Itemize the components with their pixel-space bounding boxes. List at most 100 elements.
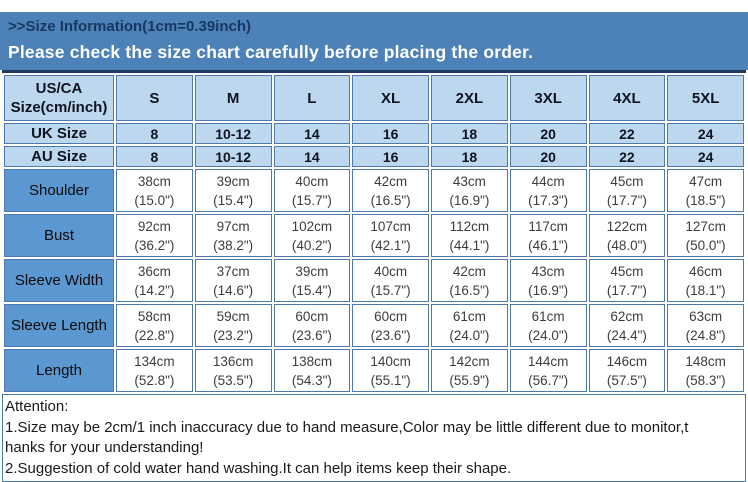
measurement-inch: (22.8") [134, 327, 175, 343]
measurement-cm: 97cm [216, 218, 250, 234]
measurement-inch: (40.2") [291, 237, 332, 253]
measurement-value-cell: 144cm (56.7") [509, 349, 587, 392]
measurement-inch: (58.3") [685, 372, 726, 388]
measurement-value-cell: 138cm (54.3") [273, 349, 351, 392]
measurement-cm: 92cm [137, 218, 171, 234]
measurement-cm: 144cm [527, 353, 569, 369]
measurement-cm: 122cm [606, 218, 648, 234]
size-header-4xl: 4XL [588, 75, 666, 121]
measurement-row: Sleeve Width 36cm (14.2") 37cm (14.6") 39cm (1… [4, 259, 744, 302]
measurement-inch: (15.0") [134, 192, 175, 208]
measurement-cm: 37cm [216, 263, 250, 279]
measurement-cm: 138cm [291, 353, 333, 369]
measurement-inch: (38.2") [213, 237, 254, 253]
size-info-banner: >>Size Information(1cm=0.39inch) Please … [0, 12, 748, 70]
measurement-value-cell: 136cm (53.5") [194, 349, 272, 392]
measurement-value-cell: 39cm (15.4") [194, 169, 272, 212]
measurement-value-cell: 38cm (15.0") [116, 169, 193, 212]
measurement-cm: 44cm [531, 173, 565, 189]
measurement-cm: 140cm [370, 353, 411, 369]
measurement-cm: 43cm [531, 263, 565, 279]
measurement-cm: 47cm [689, 173, 723, 189]
measurement-label: Bust [4, 214, 114, 257]
measurement-cm: 39cm [216, 173, 250, 189]
measurement-inch: (16.9") [449, 192, 490, 208]
attention-box: Attention: 1.Size may be 2cm/1 inch inacc… [2, 394, 746, 482]
measurement-value-cell: 112cm (44.1") [431, 214, 508, 257]
measurement-cm: 60cm [374, 308, 408, 324]
measurement-inch: (55.1") [370, 372, 411, 388]
measurement-inch: (53.5") [213, 372, 254, 388]
measurement-inch: (24.4") [606, 327, 647, 343]
measurement-value-cell: 61cm (24.0") [509, 304, 587, 347]
measurement-cm: 127cm [685, 218, 726, 234]
measurement-value-cell: 47cm (18.5") [667, 169, 744, 212]
measurement-inch: (23.2") [213, 327, 254, 343]
measurement-label: Shoulder [4, 169, 114, 212]
measurement-cm: 40cm [295, 173, 329, 189]
size-chart-body: UK Size 8 10-12 14 16 18 20 22 24 AU Size 8 10-12 14… [4, 123, 744, 392]
measurement-value-cell: 45cm (17.7") [588, 259, 666, 302]
measurement-cm: 136cm [212, 353, 254, 369]
measurement-value-cell: 44cm (17.3") [509, 169, 587, 212]
measurement-value-cell: 60cm (23.6") [352, 304, 429, 347]
region-size-value: 10-12 [194, 123, 272, 144]
measurement-inch: (14.2") [134, 282, 175, 298]
region-size-value: 14 [273, 123, 351, 144]
measurement-inch: (17.7") [606, 282, 647, 298]
measurement-inch: (17.7") [606, 192, 647, 208]
measurement-inch: (56.7") [528, 372, 569, 388]
measurement-inch: (24.8") [685, 327, 726, 343]
measurement-inch: (54.3") [291, 372, 332, 388]
size-header-2xl: 2XL [431, 75, 508, 121]
measurement-value-cell: 127cm (50.0") [667, 214, 744, 257]
measurement-row: Shoulder 38cm (15.0") 39cm (15.4") 40cm (15.7"… [4, 169, 744, 212]
measurement-cm: 112cm [449, 218, 490, 234]
measurement-value-cell: 122cm (48.0") [588, 214, 666, 257]
measurement-inch: (52.8") [134, 372, 175, 388]
size-header-s: S [116, 75, 193, 121]
measurement-inch: (48.0") [606, 237, 647, 253]
measurement-cm: 61cm [452, 308, 486, 324]
measurement-inch: (18.1") [685, 282, 726, 298]
measurement-value-cell: 40cm (15.7") [352, 259, 429, 302]
measurement-inch: (16.9") [528, 282, 569, 298]
measurement-inch: (17.3") [528, 192, 569, 208]
measurement-cm: 146cm [606, 353, 648, 369]
region-size-row: UK Size 8 10-12 14 16 18 20 22 24 [4, 123, 744, 144]
measurement-inch: (44.1") [449, 237, 490, 253]
measurement-value-cell: 45cm (17.7") [588, 169, 666, 212]
measurement-cm: 117cm [528, 218, 568, 234]
measurement-inch: (50.0") [685, 237, 726, 253]
measurement-inch: (15.7") [291, 192, 332, 208]
size-header-row: US/CA Size(cm/inch) S M L XL 2XL 3XL 4XL 5XL [4, 75, 744, 121]
measurement-label: Sleeve Length [4, 304, 114, 347]
measurement-cm: 45cm [610, 263, 644, 279]
measurement-cm: 42cm [452, 263, 486, 279]
measurement-inch: (55.9") [449, 372, 490, 388]
measurement-label: Sleeve Width [4, 259, 114, 302]
measurement-value-cell: 63cm (24.8") [667, 304, 744, 347]
region-size-value: 22 [588, 146, 666, 167]
region-size-value: 24 [667, 123, 744, 144]
measurement-inch: (16.5") [370, 192, 411, 208]
measurement-cm: 42cm [374, 173, 408, 189]
measurement-value-cell: 107cm (42.1") [352, 214, 429, 257]
measurement-inch: (23.6") [370, 327, 411, 343]
measurement-value-cell: 61cm (24.0") [431, 304, 508, 347]
region-size-value: 8 [116, 123, 193, 144]
measurement-cm: 60cm [295, 308, 329, 324]
size-header-3xl: 3XL [509, 75, 587, 121]
measurement-value-cell: 43cm (16.9") [431, 169, 508, 212]
measurement-cm: 134cm [134, 353, 175, 369]
measurement-value-cell: 36cm (14.2") [116, 259, 193, 302]
region-size-label: AU Size [4, 146, 114, 167]
measurement-value-cell: 97cm (38.2") [194, 214, 272, 257]
measurement-value-cell: 37cm (14.6") [194, 259, 272, 302]
measurement-cm: 61cm [531, 308, 565, 324]
measurement-value-cell: 62cm (24.4") [588, 304, 666, 347]
region-size-value: 16 [352, 123, 429, 144]
measurement-value-cell: 134cm (52.8") [116, 349, 193, 392]
region-size-value: 16 [352, 146, 429, 167]
size-header-5xl: 5XL [667, 75, 744, 121]
